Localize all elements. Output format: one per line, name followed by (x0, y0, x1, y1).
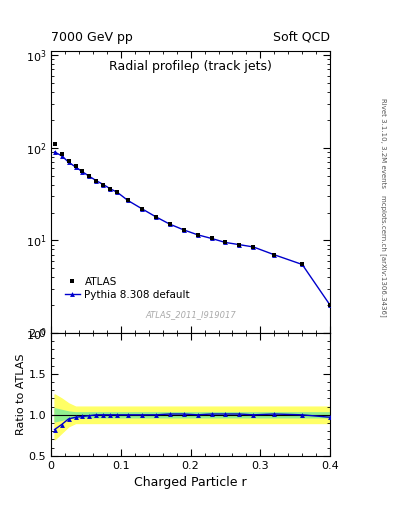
ATLAS (300, 262, 305, 268)
Text: 7000 GeV pp: 7000 GeV pp (51, 31, 133, 44)
Pythia 8.308 default (140, 206, 144, 212)
Text: Soft QCD: Soft QCD (273, 31, 330, 44)
Pythia 8.308 default (251, 244, 256, 250)
Text: Radial profileρ (track jets): Radial profileρ (track jets) (109, 60, 272, 73)
Pythia 8.308 default (209, 236, 214, 242)
ATLAS (251, 244, 256, 250)
ATLAS (223, 240, 228, 246)
Line: Pythia 8.308 default: Pythia 8.308 default (52, 150, 332, 308)
Pythia 8.308 default (101, 182, 106, 188)
Pythia 8.308 default (108, 186, 113, 192)
ATLAS (272, 252, 277, 258)
Pythia 8.308 default (195, 232, 200, 238)
Pythia 8.308 default (94, 178, 99, 184)
Legend: ATLAS, Pythia 8.308 default: ATLAS, Pythia 8.308 default (65, 276, 190, 300)
ATLAS (80, 168, 85, 174)
ATLAS (167, 221, 172, 227)
ATLAS (94, 178, 99, 184)
Pythia 8.308 default (115, 189, 120, 196)
Pythia 8.308 default (125, 197, 130, 203)
Pythia 8.308 default (167, 221, 172, 227)
Text: Rivet 3.1.10, 3.2M events: Rivet 3.1.10, 3.2M events (380, 98, 386, 188)
ATLAS (59, 151, 64, 157)
Pythia 8.308 default (73, 164, 78, 170)
ATLAS (87, 173, 92, 179)
ATLAS (140, 206, 144, 212)
ATLAS (52, 141, 57, 147)
Pythia 8.308 default (153, 214, 158, 220)
Pythia 8.308 default (181, 227, 186, 233)
Pythia 8.308 default (223, 240, 228, 246)
ATLAS (195, 232, 200, 238)
Pythia 8.308 default (328, 302, 332, 308)
Pythia 8.308 default (300, 262, 305, 268)
ATLAS (237, 242, 242, 248)
ATLAS (73, 163, 78, 169)
Pythia 8.308 default (87, 174, 92, 180)
ATLAS (153, 214, 158, 220)
Pythia 8.308 default (66, 159, 71, 165)
Text: mcplots.cern.ch [arXiv:1306.3436]: mcplots.cern.ch [arXiv:1306.3436] (380, 195, 387, 317)
Pythia 8.308 default (52, 149, 57, 155)
ATLAS (66, 158, 71, 164)
Pythia 8.308 default (237, 242, 242, 248)
Pythia 8.308 default (59, 153, 64, 159)
Text: ATLAS_2011_I919017: ATLAS_2011_I919017 (145, 310, 236, 319)
ATLAS (108, 186, 113, 192)
Y-axis label: Ratio to ATLAS: Ratio to ATLAS (16, 354, 26, 435)
ATLAS (115, 189, 120, 196)
ATLAS (101, 182, 106, 188)
ATLAS (328, 302, 332, 308)
Line: ATLAS: ATLAS (52, 141, 332, 308)
ATLAS (209, 236, 214, 242)
ATLAS (125, 197, 130, 203)
X-axis label: Charged Particle r: Charged Particle r (134, 476, 247, 489)
Pythia 8.308 default (80, 169, 85, 175)
ATLAS (181, 227, 186, 233)
Pythia 8.308 default (272, 252, 277, 258)
